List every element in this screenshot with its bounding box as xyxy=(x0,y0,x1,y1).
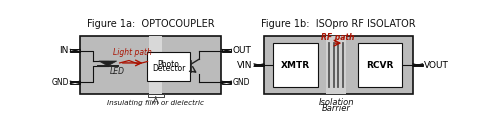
Bar xyxy=(222,81,231,84)
Text: Insulating film or dielectric: Insulating film or dielectric xyxy=(107,100,204,106)
Text: GND: GND xyxy=(233,78,251,87)
Polygon shape xyxy=(99,61,117,66)
Text: Isolation: Isolation xyxy=(319,98,354,107)
Bar xyxy=(358,43,402,87)
Text: Barrier: Barrier xyxy=(321,104,351,112)
Text: GND: GND xyxy=(51,78,69,87)
Text: VIN: VIN xyxy=(237,60,252,70)
Bar xyxy=(80,36,221,94)
Bar xyxy=(70,49,80,52)
Text: Figure 1a:  OPTOCOUPLER: Figure 1a: OPTOCOUPLER xyxy=(87,19,215,29)
Text: Light path: Light path xyxy=(113,48,152,57)
Bar xyxy=(149,36,162,94)
Text: IN: IN xyxy=(59,46,69,55)
Text: XMTR: XMTR xyxy=(281,60,310,70)
Bar xyxy=(264,36,412,94)
Bar xyxy=(326,36,346,94)
Bar xyxy=(222,49,231,52)
Bar xyxy=(254,64,263,66)
Text: RCVR: RCVR xyxy=(366,60,394,70)
Text: Detector: Detector xyxy=(152,64,185,73)
Text: OUT: OUT xyxy=(233,46,252,55)
Text: LED: LED xyxy=(110,67,125,76)
Text: Photo: Photo xyxy=(158,60,180,69)
Text: Figure 1b:  ISOpro RF ISOLATOR: Figure 1b: ISOpro RF ISOLATOR xyxy=(261,19,416,29)
Bar xyxy=(273,43,318,87)
Bar xyxy=(70,81,80,84)
Text: VOUT: VOUT xyxy=(424,60,449,70)
Text: RF path: RF path xyxy=(321,33,354,42)
Bar xyxy=(413,64,422,66)
Bar xyxy=(148,52,190,81)
